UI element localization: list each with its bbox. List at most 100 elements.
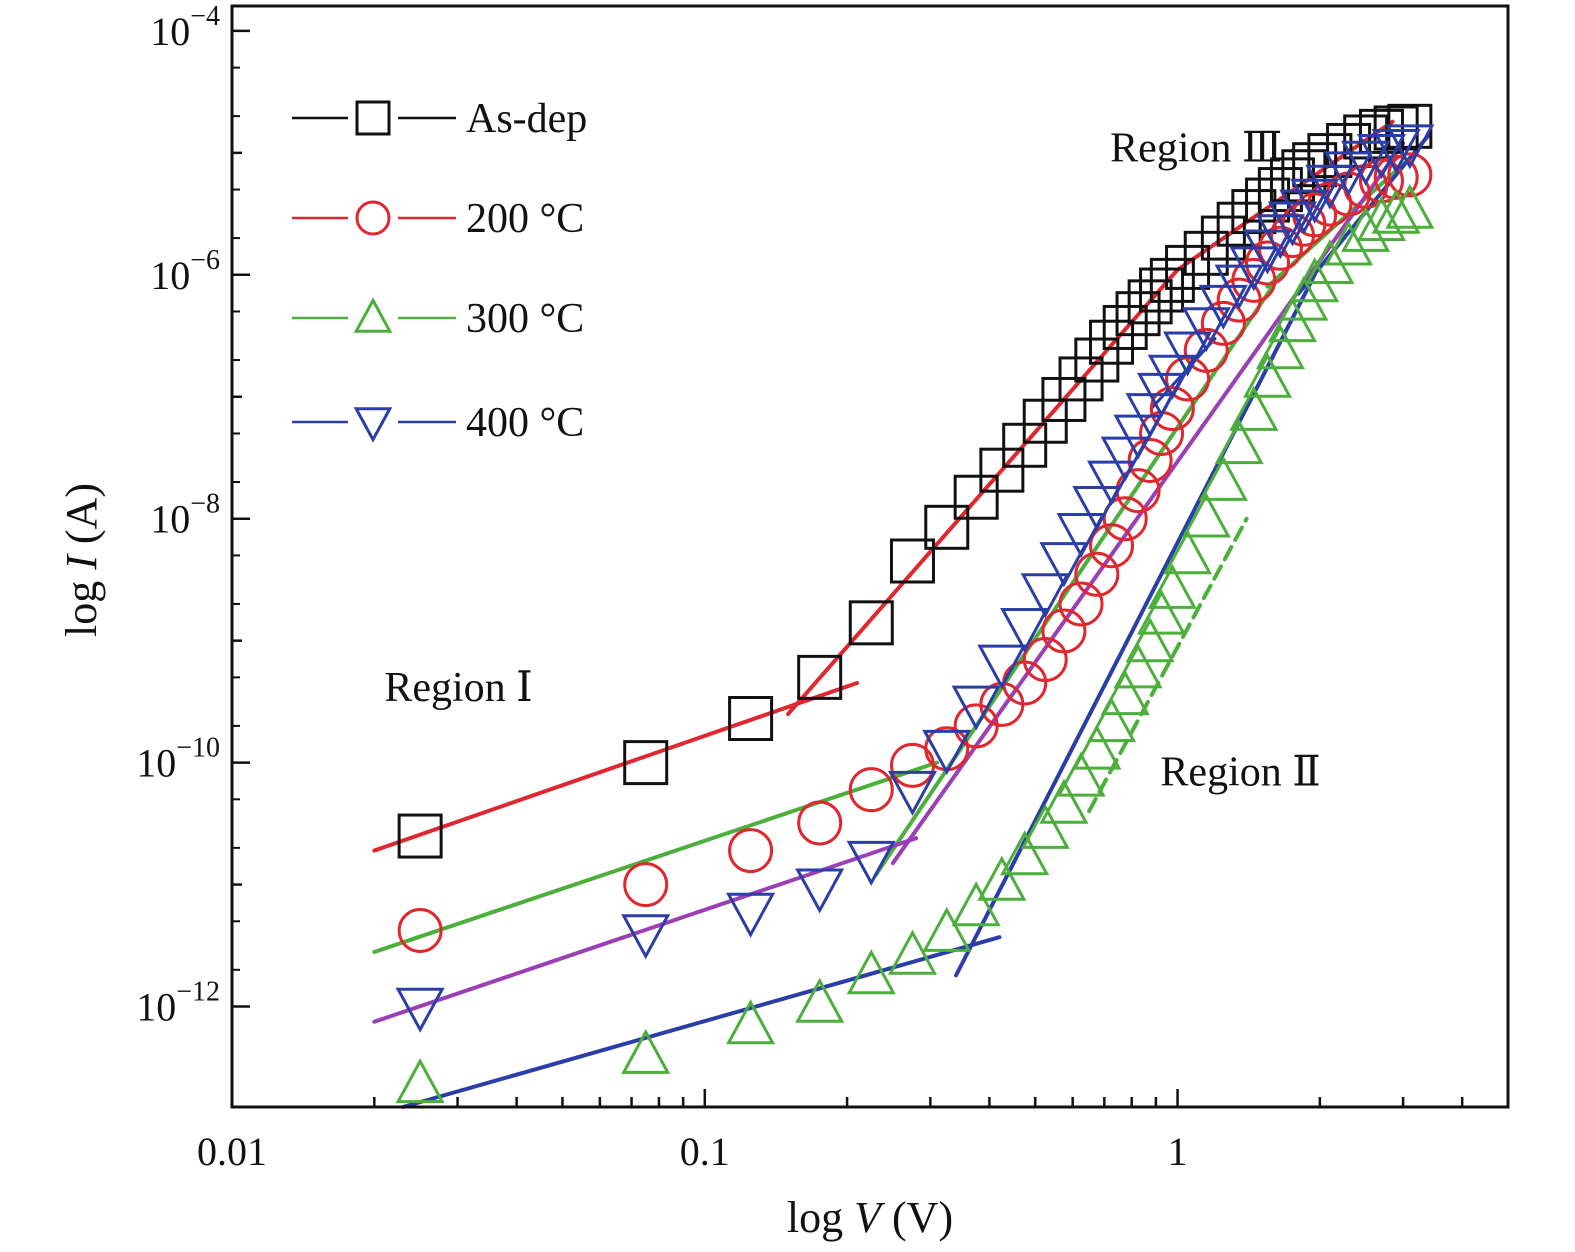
data-point bbox=[1214, 264, 1264, 310]
legend-marker bbox=[355, 200, 391, 236]
data-point bbox=[1290, 257, 1340, 303]
data-point bbox=[1242, 352, 1293, 398]
data-point bbox=[1089, 523, 1135, 569]
data-point bbox=[1198, 455, 1248, 501]
region-label: Region Ⅱ bbox=[1160, 749, 1320, 795]
data-point bbox=[726, 892, 776, 938]
data-point bbox=[1255, 214, 1305, 260]
data-point bbox=[1072, 724, 1122, 770]
fit-line bbox=[873, 272, 1283, 877]
legend: As-dep 200 °C 300 °C 400 °C bbox=[292, 96, 587, 446]
axis-ticks bbox=[230, 29, 1510, 1107]
data-point bbox=[1200, 215, 1246, 261]
data-point bbox=[1056, 751, 1106, 797]
data-point bbox=[1113, 643, 1163, 689]
series-circle bbox=[397, 152, 1433, 954]
legend-label: As-dep bbox=[466, 96, 587, 142]
data-point bbox=[1056, 513, 1106, 559]
fit-line bbox=[372, 680, 860, 853]
data-point bbox=[848, 600, 894, 646]
data-point bbox=[1149, 257, 1195, 303]
x-tick-label: 0.1 bbox=[680, 1129, 730, 1174]
data-point bbox=[397, 813, 443, 859]
data-point bbox=[951, 685, 1001, 731]
y-tick-label: 10−4 bbox=[150, 1, 220, 54]
data-point bbox=[889, 538, 935, 584]
data-point bbox=[1113, 414, 1163, 460]
data-point bbox=[621, 914, 671, 960]
data-point bbox=[1257, 167, 1303, 213]
y-tick-label: 10−10 bbox=[136, 733, 220, 786]
legend-marker bbox=[355, 100, 391, 136]
data-point bbox=[1162, 529, 1213, 575]
data-point bbox=[846, 840, 896, 886]
data-point bbox=[1214, 419, 1264, 465]
data-point bbox=[1115, 291, 1161, 337]
y-axis-title: log I (A) bbox=[57, 483, 106, 637]
fit-line bbox=[401, 935, 1002, 1109]
data-point bbox=[1385, 183, 1435, 229]
data-point bbox=[1086, 697, 1137, 743]
data-point bbox=[1305, 238, 1355, 284]
data-point bbox=[1255, 324, 1305, 370]
data-point bbox=[1292, 142, 1338, 188]
data-point bbox=[395, 1058, 445, 1104]
y-tick-label: 10−6 bbox=[150, 245, 220, 298]
data-point bbox=[922, 906, 972, 952]
data-point bbox=[1000, 607, 1050, 653]
series-square bbox=[397, 103, 1433, 859]
data-point bbox=[1279, 189, 1329, 235]
data-point bbox=[1074, 337, 1120, 383]
legend-label: 300 °C bbox=[466, 296, 584, 342]
data-point bbox=[795, 868, 845, 914]
x-tick-label: 1 bbox=[1168, 1129, 1188, 1174]
data-point bbox=[728, 828, 774, 874]
data-point bbox=[1385, 124, 1435, 170]
data-point bbox=[1020, 573, 1070, 619]
data-point bbox=[977, 855, 1027, 901]
data-point bbox=[846, 949, 896, 995]
legend-marker bbox=[353, 297, 393, 333]
plot-frame bbox=[230, 4, 1510, 1109]
data-point bbox=[1165, 244, 1211, 290]
y-tick-label: 10−8 bbox=[150, 489, 220, 542]
data-point bbox=[1139, 267, 1185, 313]
data-point bbox=[887, 929, 938, 975]
region-label: Region Ⅰ bbox=[384, 665, 532, 711]
data-point bbox=[1100, 670, 1150, 716]
legend-marker bbox=[353, 407, 393, 443]
x-tick-label: 0.01 bbox=[197, 1129, 267, 1174]
data-point bbox=[1086, 460, 1137, 506]
data-point bbox=[1281, 149, 1327, 195]
data-point bbox=[1181, 307, 1231, 353]
data-point bbox=[621, 1028, 671, 1074]
data-point bbox=[1127, 438, 1173, 484]
data-point bbox=[1229, 385, 1279, 431]
data-point bbox=[1074, 551, 1120, 597]
data-point bbox=[1183, 327, 1229, 373]
tick-labels: 0.01 0.1 1 10−4 10−6 10−8 10−10 10−12 bbox=[136, 1, 1187, 1174]
data-point bbox=[726, 999, 776, 1045]
x-axis-title: log V (V) bbox=[787, 1193, 953, 1242]
data-point bbox=[795, 977, 845, 1023]
data-point bbox=[922, 729, 972, 775]
data-point bbox=[728, 696, 774, 742]
data-point bbox=[953, 474, 999, 520]
data-point bbox=[1072, 485, 1122, 532]
data-point bbox=[1323, 220, 1374, 266]
data-point bbox=[1356, 134, 1407, 180]
data-point bbox=[1102, 304, 1148, 350]
data-point bbox=[1371, 188, 1421, 234]
data-point bbox=[1058, 356, 1104, 402]
data-point bbox=[1149, 386, 1195, 432]
data-point bbox=[1102, 496, 1148, 542]
data-point bbox=[1371, 128, 1421, 175]
region-annotations: Region Ⅰ Region Ⅱ Region Ⅲ bbox=[384, 125, 1320, 795]
data-point bbox=[1387, 152, 1433, 198]
data-markers bbox=[395, 103, 1435, 1104]
data-point bbox=[1058, 581, 1104, 627]
data-point bbox=[1039, 542, 1089, 588]
data-point bbox=[1147, 563, 1197, 609]
data-point bbox=[1183, 230, 1229, 276]
